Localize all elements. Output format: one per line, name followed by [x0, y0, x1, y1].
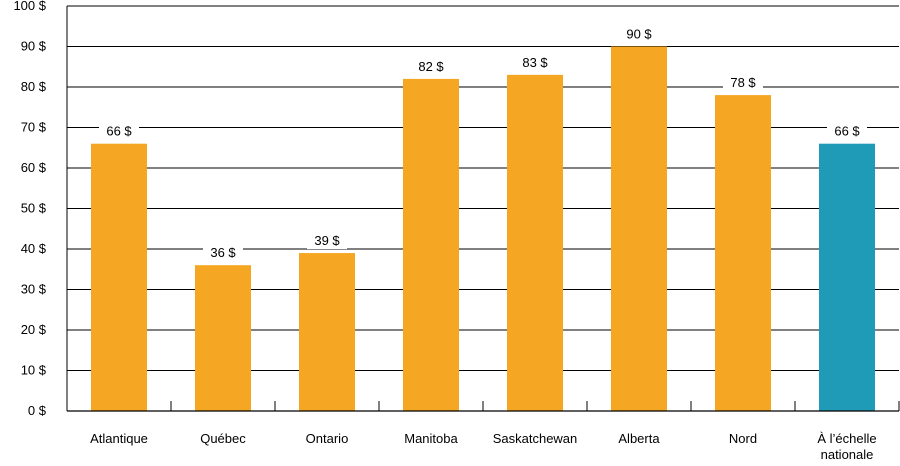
data-label-background	[411, 56, 451, 75]
x-category-label: Ontario	[306, 431, 349, 446]
data-label-background	[307, 231, 347, 250]
y-tick-label: 0 $	[28, 403, 47, 418]
data-label-background	[619, 24, 659, 43]
y-tick-label: 60 $	[21, 160, 47, 175]
data-label: 90 $	[626, 27, 652, 42]
data-label: 36 $	[210, 245, 236, 260]
x-category-label: Atlantique	[90, 431, 148, 446]
data-label: 83 $	[522, 55, 548, 70]
data-label: 82 $	[418, 59, 444, 74]
data-label-background	[99, 121, 139, 140]
bar	[507, 74, 563, 411]
x-category-label: nationale	[821, 447, 874, 462]
y-tick-label: 50 $	[21, 201, 47, 216]
x-axis-categories: Atlantique Québec Ontario Manitoba Saskatche…	[90, 431, 877, 462]
y-tick-label: 90 $	[21, 39, 47, 54]
bar	[715, 95, 771, 411]
data-label-background	[203, 243, 243, 262]
x-category-label: Alberta	[618, 431, 660, 446]
y-tick-label: 80 $	[21, 79, 47, 94]
data-label: 39 $	[314, 233, 340, 248]
data-label-background	[723, 73, 763, 92]
axes	[66, 5, 900, 412]
gridlines	[67, 5, 899, 371]
y-tick-label: 20 $	[21, 322, 47, 337]
y-tick-label: 100 $	[13, 0, 46, 13]
bar	[819, 143, 875, 411]
data-label: 66 $	[106, 124, 132, 139]
x-category-label: Manitoba	[404, 431, 458, 446]
bar	[611, 46, 667, 411]
y-axis-ticks: 0 $ 10 $ 20 $ 30 $ 40 $ 50 $ 60 $ 70 $ 80 $ 90 $ 1…	[13, 0, 46, 418]
bar	[299, 253, 355, 411]
data-label-background	[827, 121, 867, 140]
data-label: 66 $	[834, 124, 860, 139]
bars	[91, 46, 875, 412]
bar	[403, 78, 459, 412]
data-label: 78 $	[730, 75, 756, 90]
x-category-label: Saskatchewan	[493, 431, 578, 446]
y-tick-label: 10 $	[21, 363, 47, 378]
y-tick-label: 40 $	[21, 241, 47, 256]
x-category-label: Québec	[200, 431, 246, 446]
x-category-label: À l’échelle	[817, 431, 876, 446]
bar	[91, 143, 147, 411]
y-tick-label: 30 $	[21, 282, 47, 297]
data-labels: 66 $ 36 $ 39 $ 82 $ 83 $ 90 $ 78 $ 66 $	[99, 24, 867, 262]
bar	[195, 265, 251, 411]
data-label-background	[515, 52, 555, 71]
y-tick-label: 70 $	[21, 120, 47, 135]
x-category-label: Nord	[729, 431, 757, 446]
